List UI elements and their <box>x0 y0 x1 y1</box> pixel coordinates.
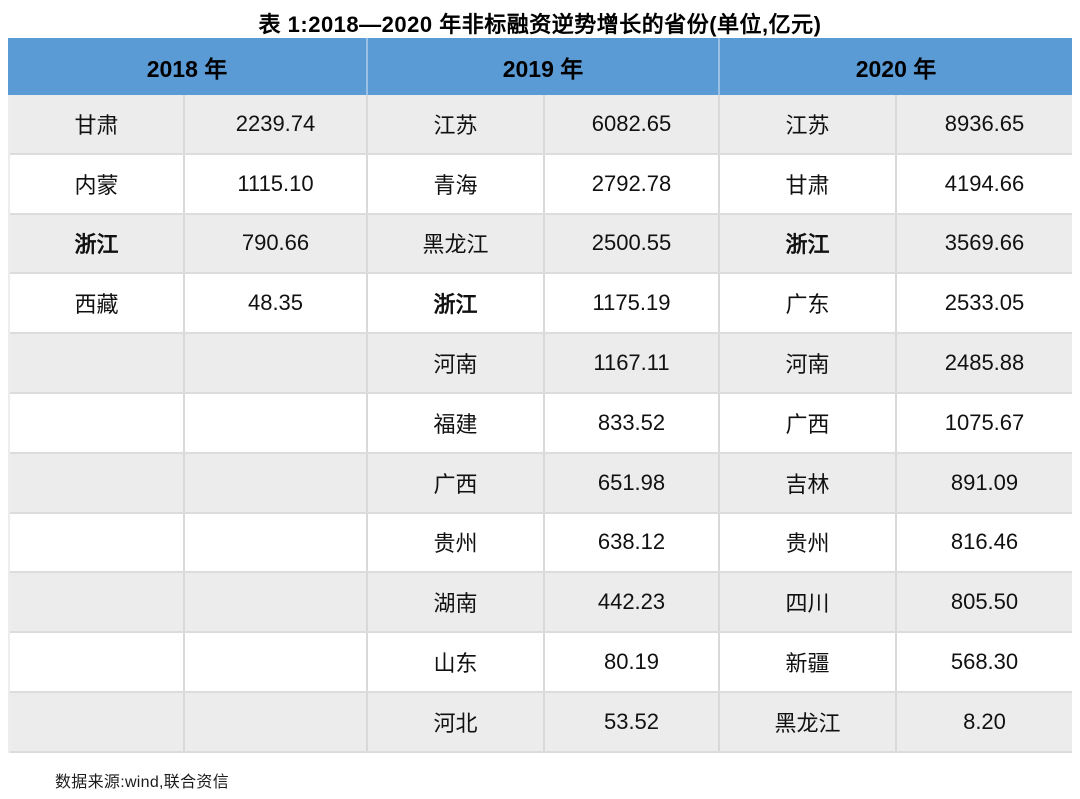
table-row: 广西 651.98 吉林 891.09 <box>10 453 1072 514</box>
province-cell <box>10 573 185 632</box>
value-cell: 2485.88 <box>944 350 1025 376</box>
value-cell <box>185 393 368 452</box>
province-cell: 山东 <box>368 633 545 691</box>
province-cell: 江苏 <box>720 95 897 153</box>
table-row: 福建 833.52 广西 1075.67 <box>10 393 1072 454</box>
value-cell <box>185 573 368 632</box>
province-cell <box>10 692 185 751</box>
value-cell <box>185 334 368 392</box>
province-cell: 黑龙江 <box>368 214 545 273</box>
value-cell: 6082.65 <box>545 95 720 153</box>
value-cell <box>185 453 368 512</box>
province-cell: 河北 <box>368 692 545 751</box>
table-row: 西藏 48.35 浙江 1175.19 广东 2533.05 <box>10 274 1072 335</box>
province-cell: 浙江 <box>10 214 185 273</box>
province-cell: 湖南 <box>368 573 545 632</box>
value-cell: 442.23 <box>545 573 720 632</box>
value-cell: 805.50 <box>950 589 1019 615</box>
province-cell: 甘肃 <box>720 154 897 213</box>
province-cell: 江苏 <box>368 95 545 153</box>
value-cell: 1175.19 <box>545 274 720 333</box>
value-cell <box>185 633 368 691</box>
data-table: 2018 年 2019 年 2020 年 甘肃 2239.74 江苏 6082.65 江… <box>8 38 1072 753</box>
header-year-2018: 2018 年 <box>8 38 368 95</box>
header-year-2020: 2020 年 <box>855 55 937 82</box>
value-cell: 53.52 <box>545 692 720 751</box>
table-row: 河南 1167.11 河南 2485.88 <box>10 334 1072 394</box>
value-cell: 790.66 <box>185 214 368 273</box>
province-cell: 河南 <box>720 334 897 392</box>
table-row: 甘肃 2239.74 江苏 6082.65 江苏 8936.65 <box>10 95 1072 155</box>
value-cell: 638.12 <box>545 513 720 572</box>
province-cell: 广西 <box>368 453 545 512</box>
province-cell: 黑龙江 <box>720 692 897 751</box>
value-cell: 1075.67 <box>944 409 1025 435</box>
data-source-note: 数据来源:wind,联合资信 <box>55 773 229 791</box>
value-cell: 891.09 <box>950 469 1019 495</box>
province-cell <box>10 453 185 512</box>
province-cell: 甘肃 <box>10 95 185 153</box>
value-cell: 2792.78 <box>545 154 720 213</box>
province-cell: 青海 <box>368 154 545 213</box>
value-cell: 8936.65 <box>944 110 1025 136</box>
province-cell <box>10 334 185 392</box>
value-cell: 48.35 <box>185 274 368 333</box>
table-row: 河北 53.52 黑龙江 8.20 <box>10 692 1072 753</box>
province-cell: 福建 <box>368 393 545 452</box>
province-cell: 四川 <box>720 573 897 632</box>
province-cell: 西藏 <box>10 274 185 333</box>
province-cell: 内蒙 <box>10 154 185 213</box>
value-cell: 568.30 <box>950 649 1019 675</box>
province-cell <box>10 393 185 452</box>
province-cell: 新疆 <box>720 633 897 691</box>
value-cell: 2500.55 <box>545 214 720 273</box>
table-title: 表 1:2018—2020 年非标融资逆势增长的省份(单位,亿元) <box>258 12 822 37</box>
value-cell <box>185 513 368 572</box>
province-cell <box>10 513 185 572</box>
province-cell <box>10 633 185 691</box>
value-cell: 651.98 <box>545 453 720 512</box>
table-row: 浙江 790.66 黑龙江 2500.55 浙江 3569.66 <box>10 214 1072 275</box>
table-row: 山东 80.19 新疆 568.30 <box>10 633 1072 693</box>
value-cell: 816.46 <box>950 529 1019 555</box>
province-cell: 贵州 <box>720 513 897 572</box>
value-cell: 2239.74 <box>185 95 368 153</box>
province-cell: 贵州 <box>368 513 545 572</box>
value-cell: 4194.66 <box>944 170 1025 196</box>
table-row: 湖南 442.23 四川 805.50 <box>10 573 1072 634</box>
value-cell: 1167.11 <box>545 334 720 392</box>
value-cell <box>185 692 368 751</box>
value-cell: 1115.10 <box>185 154 368 213</box>
value-cell: 80.19 <box>545 633 720 691</box>
value-cell: 833.52 <box>545 393 720 452</box>
province-cell: 吉林 <box>720 453 897 512</box>
province-cell: 浙江 <box>720 214 897 273</box>
value-cell: 8.20 <box>963 708 1006 734</box>
table-header-row: 2018 年 2019 年 2020 年 <box>8 38 1072 95</box>
table-row: 内蒙 1115.10 青海 2792.78 甘肃 4194.66 <box>10 154 1072 215</box>
province-cell: 广东 <box>720 274 897 333</box>
table-body: 甘肃 2239.74 江苏 6082.65 江苏 8936.65 内蒙 1115.10 青海 27… <box>8 95 1072 753</box>
province-cell: 广西 <box>720 393 897 452</box>
table-row: 贵州 638.12 贵州 816.46 <box>10 513 1072 574</box>
province-cell: 河南 <box>368 334 545 392</box>
header-year-2019: 2019 年 <box>368 38 720 95</box>
province-cell: 浙江 <box>368 274 545 333</box>
value-cell: 2533.05 <box>944 290 1025 316</box>
value-cell: 3569.66 <box>944 230 1025 256</box>
